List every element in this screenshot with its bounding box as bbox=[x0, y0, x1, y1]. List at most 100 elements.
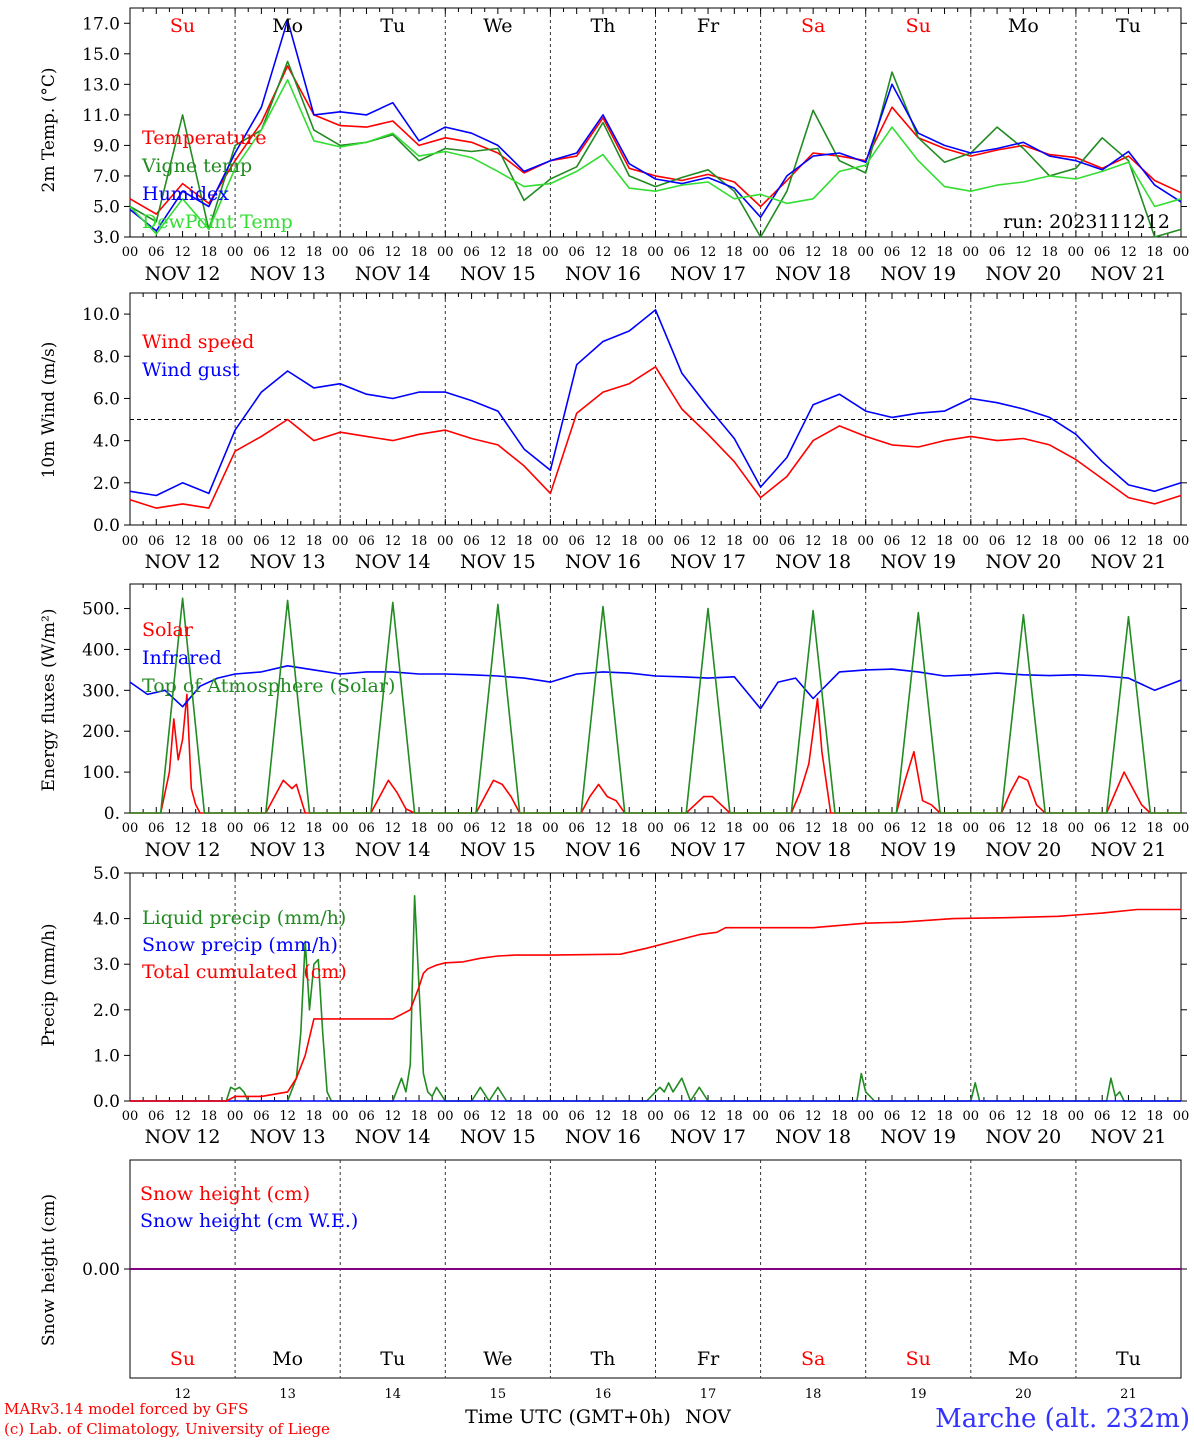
hour-tick-label: 12 bbox=[910, 1109, 927, 1124]
y-tick-label: 2.0 bbox=[93, 1001, 120, 1021]
y-tick-label: 0.00 bbox=[82, 1260, 120, 1280]
weekday-label-bottom: Th bbox=[590, 1348, 615, 1370]
hour-tick-label: 06 bbox=[568, 534, 585, 549]
series-line-1 bbox=[129, 65, 1182, 215]
y-tick-label: 0. bbox=[104, 804, 120, 824]
y-tick-label: 3.0 bbox=[93, 955, 120, 975]
date-label: NOV 18 bbox=[775, 839, 851, 861]
hour-tick-label: 12 bbox=[490, 1109, 507, 1124]
hour-tick-label: 18 bbox=[201, 821, 218, 836]
hour-tick-label: 18 bbox=[1146, 534, 1163, 549]
date-label: NOV 15 bbox=[460, 839, 536, 861]
y-tick-label: 4.0 bbox=[93, 432, 120, 452]
hour-tick-label: 00 bbox=[963, 534, 980, 549]
y-tick-label: 1.0 bbox=[93, 1046, 120, 1066]
hour-tick-label: 12 bbox=[490, 534, 507, 549]
hour-tick-label: 18 bbox=[621, 245, 638, 260]
hour-tick-label: 06 bbox=[779, 1109, 796, 1124]
hour-tick-label: 06 bbox=[253, 1109, 270, 1124]
hour-tick-label: 06 bbox=[674, 821, 691, 836]
hour-tick-label: 00 bbox=[437, 821, 454, 836]
y-tick-label: 5.0 bbox=[93, 197, 120, 217]
hour-tick-label: 12 bbox=[910, 245, 927, 260]
legend-entry: Liquid precip (mm/h) bbox=[142, 907, 346, 929]
hour-tick-label: 18 bbox=[726, 1109, 743, 1124]
hour-tick-label: 12 bbox=[174, 821, 191, 836]
y-axis-title: Energy fluxes (W/m²) bbox=[39, 609, 59, 792]
hour-tick-label: 12 bbox=[805, 534, 822, 549]
weekday-label-bottom: We bbox=[483, 1348, 512, 1370]
hour-tick-label: 00 bbox=[752, 245, 769, 260]
hour-tick-label: 18 bbox=[411, 821, 428, 836]
hour-tick-label: 00 bbox=[437, 245, 454, 260]
series-line-3 bbox=[130, 597, 1181, 814]
date-label: NOV 13 bbox=[250, 551, 326, 573]
series-line-3 bbox=[130, 908, 1181, 1102]
panel-2: 0.0 2.0 4.0 6.0 8.0 10.0 10m Wind (m/s) Wind sp… bbox=[39, 292, 1189, 573]
date-label: NOV 19 bbox=[880, 1126, 956, 1148]
y-tick-label: 200. bbox=[82, 722, 120, 742]
hour-tick-label: 18 bbox=[1146, 821, 1163, 836]
y-axis-title: 2m Temp. (°C) bbox=[39, 67, 59, 192]
hour-tick-label: 00 bbox=[857, 1109, 874, 1124]
hour-tick-label: 00 bbox=[857, 245, 874, 260]
hour-tick-label: 00 bbox=[437, 1109, 454, 1124]
hour-tick-label: 18 bbox=[936, 821, 953, 836]
hour-tick-label: 12 bbox=[595, 245, 612, 260]
hour-tick-label: 18 bbox=[726, 821, 743, 836]
hour-tick-label: 12 bbox=[805, 245, 822, 260]
hour-tick-label: 00 bbox=[752, 821, 769, 836]
date-label: NOV 20 bbox=[985, 551, 1061, 573]
date-label: NOV 12 bbox=[145, 263, 221, 285]
hour-tick-label: 12 bbox=[279, 821, 296, 836]
date-label: NOV 21 bbox=[1091, 551, 1167, 573]
y-tick-label: 11.0 bbox=[82, 106, 120, 126]
hour-tick-label: 12 bbox=[384, 534, 401, 549]
hour-tick-label: 06 bbox=[463, 245, 480, 260]
y-tick-label: 7.0 bbox=[93, 167, 120, 187]
weekday-label-top: Tu bbox=[1116, 15, 1141, 37]
hour-tick-label: 12 bbox=[1015, 1109, 1032, 1124]
date-label: NOV 21 bbox=[1091, 263, 1167, 285]
y-tick-label: 4.0 bbox=[93, 910, 120, 930]
hour-tick-label: 00 bbox=[227, 245, 244, 260]
date-label: NOV 21 bbox=[1091, 839, 1167, 861]
hour-tick-label: 06 bbox=[1094, 245, 1111, 260]
date-label: NOV 17 bbox=[670, 263, 746, 285]
hour-tick-label: 12 bbox=[700, 534, 717, 549]
day-number-label: 17 bbox=[700, 1387, 717, 1402]
date-label: NOV 13 bbox=[250, 263, 326, 285]
legend-entry: Solar bbox=[142, 619, 194, 641]
date-label: NOV 13 bbox=[250, 839, 326, 861]
hour-tick-label: 12 bbox=[595, 1109, 612, 1124]
hour-tick-label: 06 bbox=[989, 1109, 1006, 1124]
hour-tick-label: 12 bbox=[1015, 534, 1032, 549]
date-label: NOV 14 bbox=[355, 839, 431, 861]
legend-entry: DewPoint Temp bbox=[142, 211, 293, 233]
hour-tick-label: 18 bbox=[621, 821, 638, 836]
series-line-2 bbox=[129, 309, 1182, 497]
hour-tick-label: 06 bbox=[779, 534, 796, 549]
weekday-label-bottom: Su bbox=[906, 1348, 931, 1370]
hour-tick-label: 00 bbox=[963, 245, 980, 260]
hour-tick-label: 00 bbox=[647, 1109, 664, 1124]
weekday-label-top: Su bbox=[906, 15, 931, 37]
hour-tick-label: 00 bbox=[122, 1109, 139, 1124]
hour-tick-label: 06 bbox=[148, 1109, 165, 1124]
weekday-label-bottom: Su bbox=[170, 1348, 195, 1370]
date-label: NOV 14 bbox=[355, 551, 431, 573]
date-label: NOV 15 bbox=[460, 1126, 536, 1148]
date-label: NOV 14 bbox=[355, 263, 431, 285]
panel-1: 3.0 5.0 7.0 9.0 11.0 13.0 15.0 17.0 2m Temp. (°C… bbox=[39, 7, 1189, 285]
hour-tick-label: 18 bbox=[516, 245, 533, 260]
weekday-label-top: We bbox=[483, 15, 512, 37]
panel-3: 0. 100. 200. 300. 400. 500. Energy fluxes (W/m… bbox=[39, 583, 1189, 861]
y-tick-label: 13.0 bbox=[82, 75, 120, 95]
hour-tick-label: 18 bbox=[201, 534, 218, 549]
hour-tick-label: 00 bbox=[857, 821, 874, 836]
hour-tick-label: 06 bbox=[674, 534, 691, 549]
day-number-label: 15 bbox=[490, 1387, 507, 1402]
hour-tick-label: 06 bbox=[989, 245, 1006, 260]
hour-tick-label: 18 bbox=[306, 534, 323, 549]
hour-tick-label: 18 bbox=[306, 245, 323, 260]
